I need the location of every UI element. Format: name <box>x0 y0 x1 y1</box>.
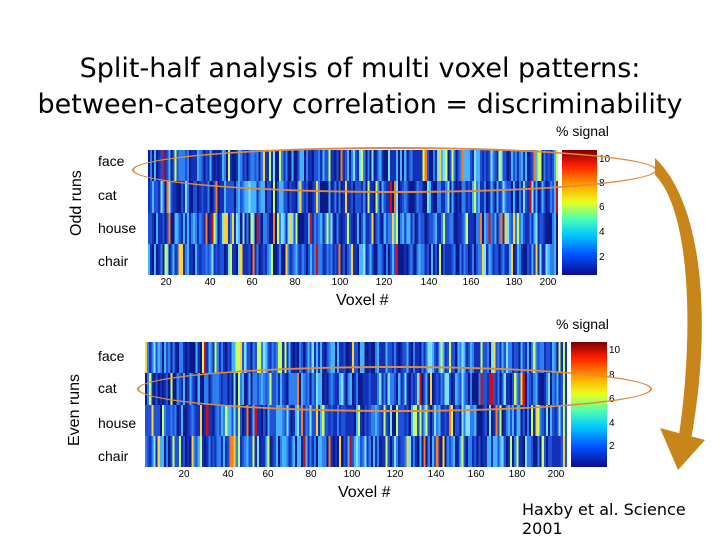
odd-row-label-cat: cat <box>98 187 117 203</box>
odd-x-tick: 160 <box>462 277 480 288</box>
curved-arrow-head <box>660 428 705 470</box>
even-x-tick: 160 <box>467 469 485 480</box>
odd-x-tick: 120 <box>375 277 393 288</box>
even-row-label-face: face <box>98 348 125 364</box>
even-row-label-chair: chair <box>98 448 129 464</box>
even-colorbar-tick: 8 <box>609 370 615 381</box>
odd-colorbar-tick: 2 <box>599 252 605 263</box>
slide-title-line-2: between-category correlation = discrimin… <box>37 89 683 120</box>
odd-x-tick: 60 <box>246 277 258 288</box>
odd-x-tick: 80 <box>289 277 301 288</box>
even-heatmap-row-chair <box>145 435 567 467</box>
even-cat-row-highlight-ellipse <box>137 366 652 412</box>
curved-arrow-icon <box>655 158 702 445</box>
odd-heatmap-row-house <box>148 212 558 244</box>
even-x-tick: 100 <box>343 469 361 480</box>
odd-x-axis-label: Voxel # <box>336 292 389 309</box>
even-x-tick: 140 <box>427 469 445 480</box>
odd-colorbar-tick: 4 <box>599 227 605 238</box>
odd-row-label-chair: chair <box>98 253 129 269</box>
even-signal-label: % signal <box>556 316 609 332</box>
even-x-tick: 200 <box>547 469 565 480</box>
even-x-tick: 40 <box>222 469 234 480</box>
even-x-tick: 20 <box>178 469 190 480</box>
odd-x-tick: 180 <box>505 277 523 288</box>
odd-x-tick: 40 <box>204 277 216 288</box>
even-x-tick: 60 <box>262 469 274 480</box>
odd-x-tick: 140 <box>420 277 438 288</box>
even-colorbar-tick: 4 <box>609 418 615 429</box>
even-colorbar-tick: 2 <box>609 441 615 452</box>
odd-row-label-face: face <box>98 153 125 169</box>
odd-x-tick: 20 <box>160 277 172 288</box>
even-row-label-cat: cat <box>98 380 117 396</box>
even-x-tick: 120 <box>386 469 404 480</box>
odd-x-tick: 200 <box>539 277 557 288</box>
even-row-label-house: house <box>98 415 137 431</box>
odd-colorbar-tick: 6 <box>599 202 605 213</box>
even-colorbar-tick: 10 <box>609 345 621 356</box>
even-x-axis-label: Voxel # <box>338 484 391 501</box>
odd-x-tick: 100 <box>331 277 349 288</box>
slide-title-line-1: Split-half analysis of multi voxel patte… <box>79 53 641 84</box>
odd-row-label-house: house <box>98 220 137 236</box>
citation-credit: Haxby et al. Science 2001 <box>522 500 686 538</box>
odd-heatmap-row-chair <box>148 243 558 275</box>
even-x-tick: 80 <box>305 469 317 480</box>
even-x-tick: 180 <box>508 469 526 480</box>
odd-signal-label: % signal <box>556 123 609 139</box>
